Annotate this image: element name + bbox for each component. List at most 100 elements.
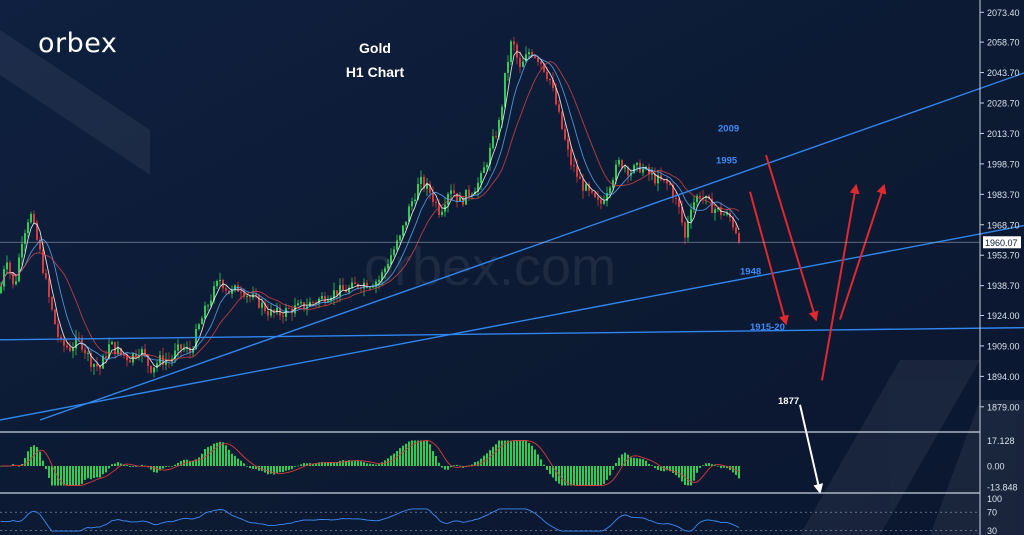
macd-histogram-bar bbox=[375, 464, 377, 466]
macd-histogram-bar bbox=[672, 466, 674, 473]
projection-arrow-white bbox=[799, 404, 824, 494]
level-annotation: 2009 bbox=[718, 123, 739, 134]
candle-body bbox=[57, 324, 59, 337]
candle-body bbox=[435, 201, 437, 203]
macd-histogram-bar bbox=[222, 442, 224, 466]
candle-body bbox=[624, 167, 626, 169]
macd-histogram-bar bbox=[294, 466, 296, 467]
candle-body bbox=[489, 147, 491, 165]
macd-histogram-bar bbox=[414, 440, 416, 466]
macd-histogram-bar bbox=[192, 461, 194, 466]
candle-body bbox=[75, 337, 77, 349]
candle-body bbox=[24, 233, 26, 244]
candle-body bbox=[129, 360, 131, 363]
candle-body bbox=[318, 298, 320, 304]
macd-histogram-bar bbox=[495, 444, 497, 466]
macd-histogram-bar bbox=[132, 466, 134, 467]
projection-arrow-red bbox=[821, 183, 860, 381]
macd-histogram-bar bbox=[321, 462, 323, 466]
macd-histogram-bar bbox=[444, 466, 446, 470]
candle-body bbox=[585, 184, 587, 191]
candle-body bbox=[576, 166, 578, 177]
macd-histogram-bar bbox=[531, 445, 533, 466]
candle-body bbox=[426, 183, 428, 189]
macd-histogram-bar bbox=[570, 466, 572, 486]
candle-body bbox=[120, 347, 122, 355]
candle-body bbox=[468, 189, 470, 197]
macd-histogram-bar bbox=[579, 466, 581, 486]
candle-body bbox=[525, 54, 527, 62]
candle-body bbox=[126, 355, 128, 361]
candle-body bbox=[375, 281, 377, 287]
candle-body bbox=[510, 41, 512, 63]
macd-histogram-bar bbox=[252, 466, 254, 469]
candle-body bbox=[39, 239, 41, 250]
candle-body bbox=[678, 198, 680, 208]
macd-histogram-bar bbox=[48, 466, 50, 479]
candle-body bbox=[429, 183, 431, 193]
macd-histogram-bar bbox=[573, 466, 575, 486]
candle-body bbox=[15, 281, 17, 285]
candle-body bbox=[219, 279, 221, 282]
macd-histogram-bar bbox=[366, 463, 368, 466]
candle-body bbox=[51, 296, 53, 310]
candle-body bbox=[414, 199, 416, 202]
candle-body bbox=[549, 78, 551, 80]
macd-histogram-bar bbox=[543, 464, 545, 466]
macd-histogram-bar bbox=[669, 466, 671, 472]
candle-body bbox=[573, 165, 575, 167]
candle-body bbox=[297, 303, 299, 306]
macd-histogram-bar bbox=[255, 466, 257, 470]
candle-body bbox=[609, 187, 611, 194]
candle-body bbox=[384, 268, 386, 273]
macd-histogram-bar bbox=[537, 454, 539, 466]
candle-body bbox=[300, 302, 302, 304]
macd-histogram-bar bbox=[150, 466, 152, 470]
background-bands bbox=[0, 30, 1024, 535]
macd-histogram-bar bbox=[516, 440, 518, 466]
candle-body bbox=[123, 354, 125, 356]
candle-body bbox=[291, 308, 293, 314]
candle-body bbox=[714, 209, 716, 214]
macd-histogram-bar bbox=[675, 466, 677, 476]
macd-histogram-bar bbox=[342, 460, 344, 466]
macd-histogram-bar bbox=[651, 465, 653, 466]
candle-body bbox=[153, 367, 155, 373]
candle-body bbox=[477, 182, 479, 192]
candle-body bbox=[690, 209, 692, 222]
macd-histogram-bar bbox=[81, 466, 83, 484]
macd-histogram-bar bbox=[204, 448, 206, 466]
macd-histogram-bar bbox=[30, 446, 32, 466]
level-annotation: 1948 bbox=[740, 266, 761, 277]
candle-body bbox=[213, 286, 215, 301]
macd-histogram-bar bbox=[153, 466, 155, 473]
macd-histogram-bar bbox=[225, 445, 227, 466]
candle-body bbox=[174, 350, 176, 359]
candle-body bbox=[480, 173, 482, 183]
macd-histogram-bar bbox=[435, 455, 437, 466]
candle-body bbox=[597, 197, 599, 200]
macd-histogram-bar bbox=[231, 453, 233, 466]
candle-body bbox=[450, 190, 452, 194]
price-tick-label: 1909.00 bbox=[987, 341, 1020, 351]
macd-histogram-bar bbox=[318, 462, 320, 466]
candle-body bbox=[282, 315, 284, 317]
candle-body bbox=[669, 183, 671, 185]
candle-body bbox=[270, 309, 272, 316]
macd-histogram-bar bbox=[246, 466, 248, 467]
macd-histogram-bar bbox=[102, 466, 104, 475]
macd-histogram-bar bbox=[582, 466, 584, 486]
macd-histogram-bar bbox=[141, 464, 143, 466]
macd-histogram-bar bbox=[609, 466, 611, 476]
macd-histogram-bar bbox=[354, 460, 356, 466]
candle-body bbox=[681, 207, 683, 223]
macd-histogram-bar bbox=[90, 466, 92, 480]
candle-body bbox=[621, 160, 623, 168]
macd-histogram-bar bbox=[636, 458, 638, 466]
macd-histogram-bar bbox=[201, 453, 203, 466]
macd-histogram-bar bbox=[57, 466, 59, 486]
macd-histogram-bar bbox=[276, 466, 278, 474]
macd-histogram-bar bbox=[639, 458, 641, 466]
macd-histogram-bar bbox=[126, 465, 128, 466]
